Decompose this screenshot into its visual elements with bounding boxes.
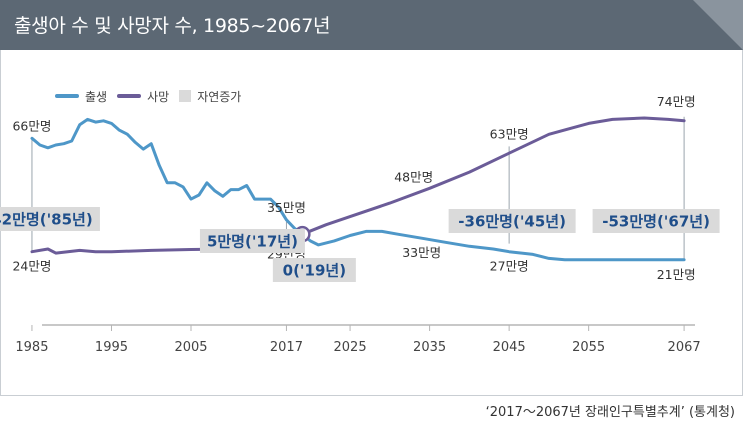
line-chart: 1985 1995 2005 2017 2025 2035 2045 2055 2067 66만명…: [0, 94, 720, 355]
page-title: 출생아 수 및 사망자 수, 1985~2067년: [14, 15, 331, 37]
x-tick-label-7: 2055: [572, 340, 605, 355]
natural-increase-badge-bg-1: [199, 229, 305, 253]
legend-item-deaths: 사망: [117, 88, 169, 105]
x-tick-label-2: 2005: [174, 340, 207, 355]
natural-increase-badge-3: -36만명('45년): [458, 213, 566, 231]
natural-increase-badge-bg-3: [448, 209, 576, 233]
x-tick-label-8: 2067: [668, 340, 701, 355]
chart-header: 출생아 수 및 사망자 수, 1985~2067년: [0, 0, 743, 50]
series-line-births: [30, 117, 686, 262]
legend-item-natural-increase: 자연증가: [179, 88, 241, 105]
value-annotation-5: 33만명: [402, 245, 441, 260]
value-annotation-4: 48만명: [394, 170, 433, 185]
value-annotation-7: 27만명: [490, 259, 529, 274]
header-corner-decoration: [693, 0, 743, 50]
value-annotation-9: 21만명: [657, 267, 696, 282]
value-annotation-1: 24만명: [12, 259, 51, 274]
legend-label-births: 출생: [85, 89, 108, 104]
natural-increase-badge-4: -53만명('67년): [602, 213, 710, 231]
natural-increase-badge-bg-4: [592, 209, 720, 233]
x-tick-label-4: 2025: [334, 340, 367, 355]
natural-increase-badge-2: 0('19년): [283, 262, 346, 280]
source-note: ‘2017～2067년 장래인구특별추계’ (통계청): [485, 405, 735, 420]
legend-label-deaths: 사망: [147, 89, 170, 104]
chart-legend: 출생 사망 자연증가: [55, 86, 241, 106]
natural-increase-badge-bg-2: [272, 258, 356, 282]
natural-increase-badge-0: 42만명('85년): [0, 211, 93, 229]
x-tick-label-6: 2045: [493, 340, 526, 355]
legend-swatch-natural-increase: [179, 90, 192, 102]
natural-increase-badge-1: 5만명('17년): [207, 233, 298, 251]
legend-label-natural-increase: 자연증가: [197, 89, 242, 104]
legend-swatch-deaths: [117, 94, 142, 98]
x-tick-label-5: 2035: [413, 340, 446, 355]
x-tick-label-1: 1995: [95, 340, 128, 355]
value-annotation-8: 74만명: [657, 94, 696, 109]
x-tick-label-3: 2017: [270, 340, 303, 355]
value-annotation-0: 66만명: [12, 118, 51, 133]
value-annotation-6: 63만명: [490, 126, 529, 141]
x-tick-label-0: 1985: [15, 340, 48, 355]
legend-swatch-births: [55, 94, 79, 98]
natural-increase-badge-bg-0: [0, 207, 100, 231]
value-annotation-2: 35만명: [267, 200, 306, 215]
legend-item-births: 출생: [55, 88, 107, 105]
